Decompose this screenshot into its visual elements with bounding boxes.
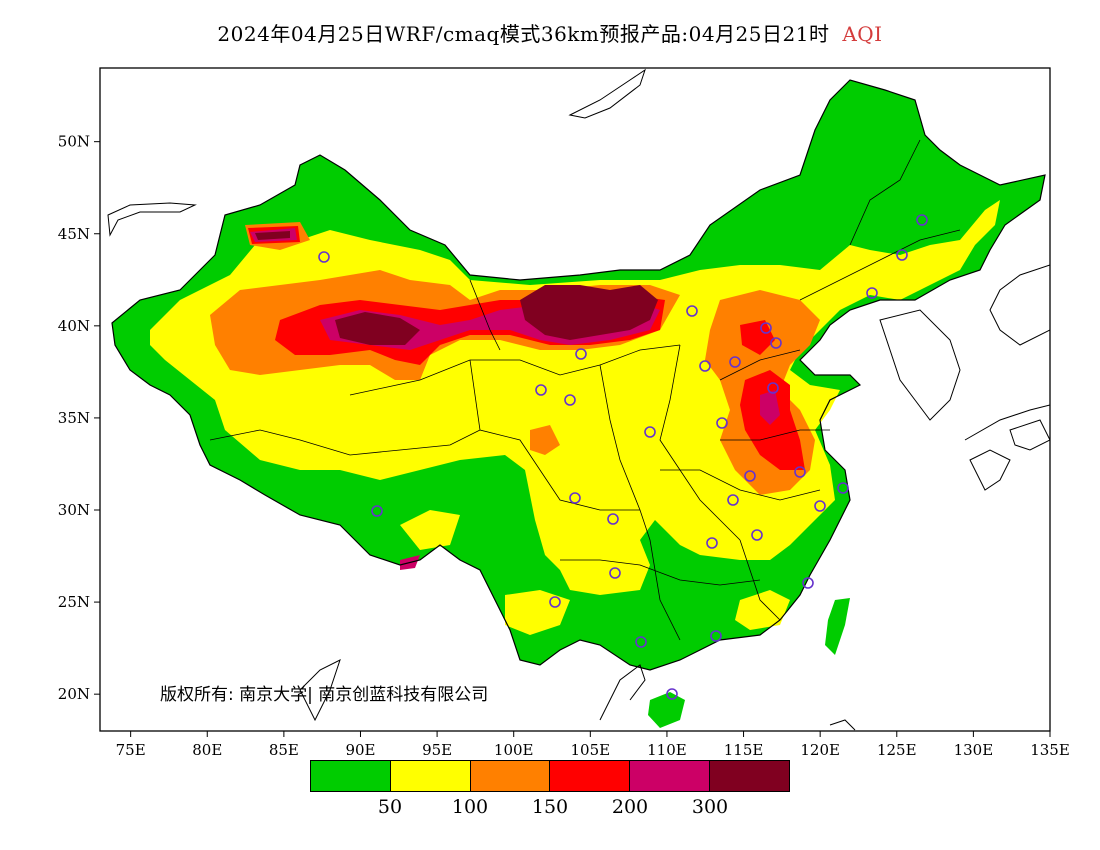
- colorbar-threshold-label: 300: [691, 796, 729, 818]
- province-borders: [209, 139, 961, 641]
- longitude-axis: 75E 80E 85E 90E 95E 100E 105E 110E 115E 120E 125E 1…: [116, 731, 1070, 759]
- lon-tick-label: 135E: [1030, 741, 1070, 759]
- hainan-island: [648, 692, 685, 728]
- maroon-region-taklimakan: [335, 312, 420, 345]
- colorbar-bin-1: [390, 761, 471, 791]
- lon-tick-label: 115E: [724, 741, 764, 759]
- lon-tick-label: 125E: [877, 741, 917, 759]
- colorbar-bin-5: [710, 761, 789, 791]
- copyright-text: 版权所有: 南京大学| 南京创蓝科技有限公司: [160, 685, 489, 705]
- lat-tick-label: 30N: [58, 501, 90, 519]
- latitude-axis: 50N 45N 40N 35N 30N 25N 20N: [58, 133, 100, 703]
- lat-tick-label: 20N: [58, 685, 90, 703]
- map-frame: [99, 67, 1051, 732]
- lon-tick-label: 80E: [192, 741, 222, 759]
- title-variable: AQI: [842, 22, 883, 46]
- lon-tick-label: 95E: [422, 741, 452, 759]
- yellow-southeast-patch: [735, 590, 790, 630]
- colorbar-threshold-label: 100: [451, 796, 489, 818]
- maroon-region-inner-mongolia: [520, 285, 658, 340]
- lon-tick-label: 130E: [954, 741, 994, 759]
- lat-tick-label: 35N: [58, 409, 90, 427]
- colorbar-bin-3: [550, 761, 631, 791]
- orange-sichuan-patch: [530, 425, 560, 455]
- yellow-south-patch: [505, 590, 570, 635]
- lat-tick-label: 40N: [58, 317, 90, 335]
- city-markers: [318, 214, 928, 700]
- colorbar-bin-2: [470, 761, 551, 791]
- taiwan-island: [825, 598, 850, 655]
- aqi-field: [107, 68, 1050, 731]
- aqi-colorbar: [310, 760, 790, 792]
- yellow-tibet-patch: [400, 510, 460, 550]
- lon-tick-label: 110E: [647, 741, 687, 759]
- lon-tick-label: 120E: [800, 741, 840, 759]
- lon-tick-label: 85E: [269, 741, 299, 759]
- map-title: 2024年04月25日WRF/cmaq模式36km预报产品:04月25日21时 …: [0, 18, 1100, 47]
- lat-tick-label: 25N: [58, 593, 90, 611]
- colorbar-threshold-label: 200: [611, 796, 649, 818]
- lon-tick-label: 105E: [571, 741, 611, 759]
- lat-tick-label: 50N: [58, 133, 90, 151]
- lat-tick-label: 45N: [58, 225, 90, 243]
- maroon-region-west-spot: [255, 231, 290, 240]
- lon-tick-label: 75E: [116, 741, 146, 759]
- colorbar-threshold-label: 50: [377, 796, 403, 818]
- lon-tick-label: 90E: [345, 741, 375, 759]
- colorbar-bin-0: [311, 761, 391, 791]
- lon-tick-label: 100E: [494, 741, 534, 759]
- title-main: 2024年04月25日WRF/cmaq模式36km预报产品:04月25日21时: [217, 22, 830, 46]
- purple-shandong-patch: [760, 390, 780, 425]
- colorbar-threshold-label: 150: [531, 796, 569, 818]
- red-beijing-patch: [740, 320, 775, 355]
- neighbour-coastlines: [107, 68, 1050, 731]
- colorbar-bin-4: [630, 761, 711, 791]
- china-border: [111, 79, 1046, 671]
